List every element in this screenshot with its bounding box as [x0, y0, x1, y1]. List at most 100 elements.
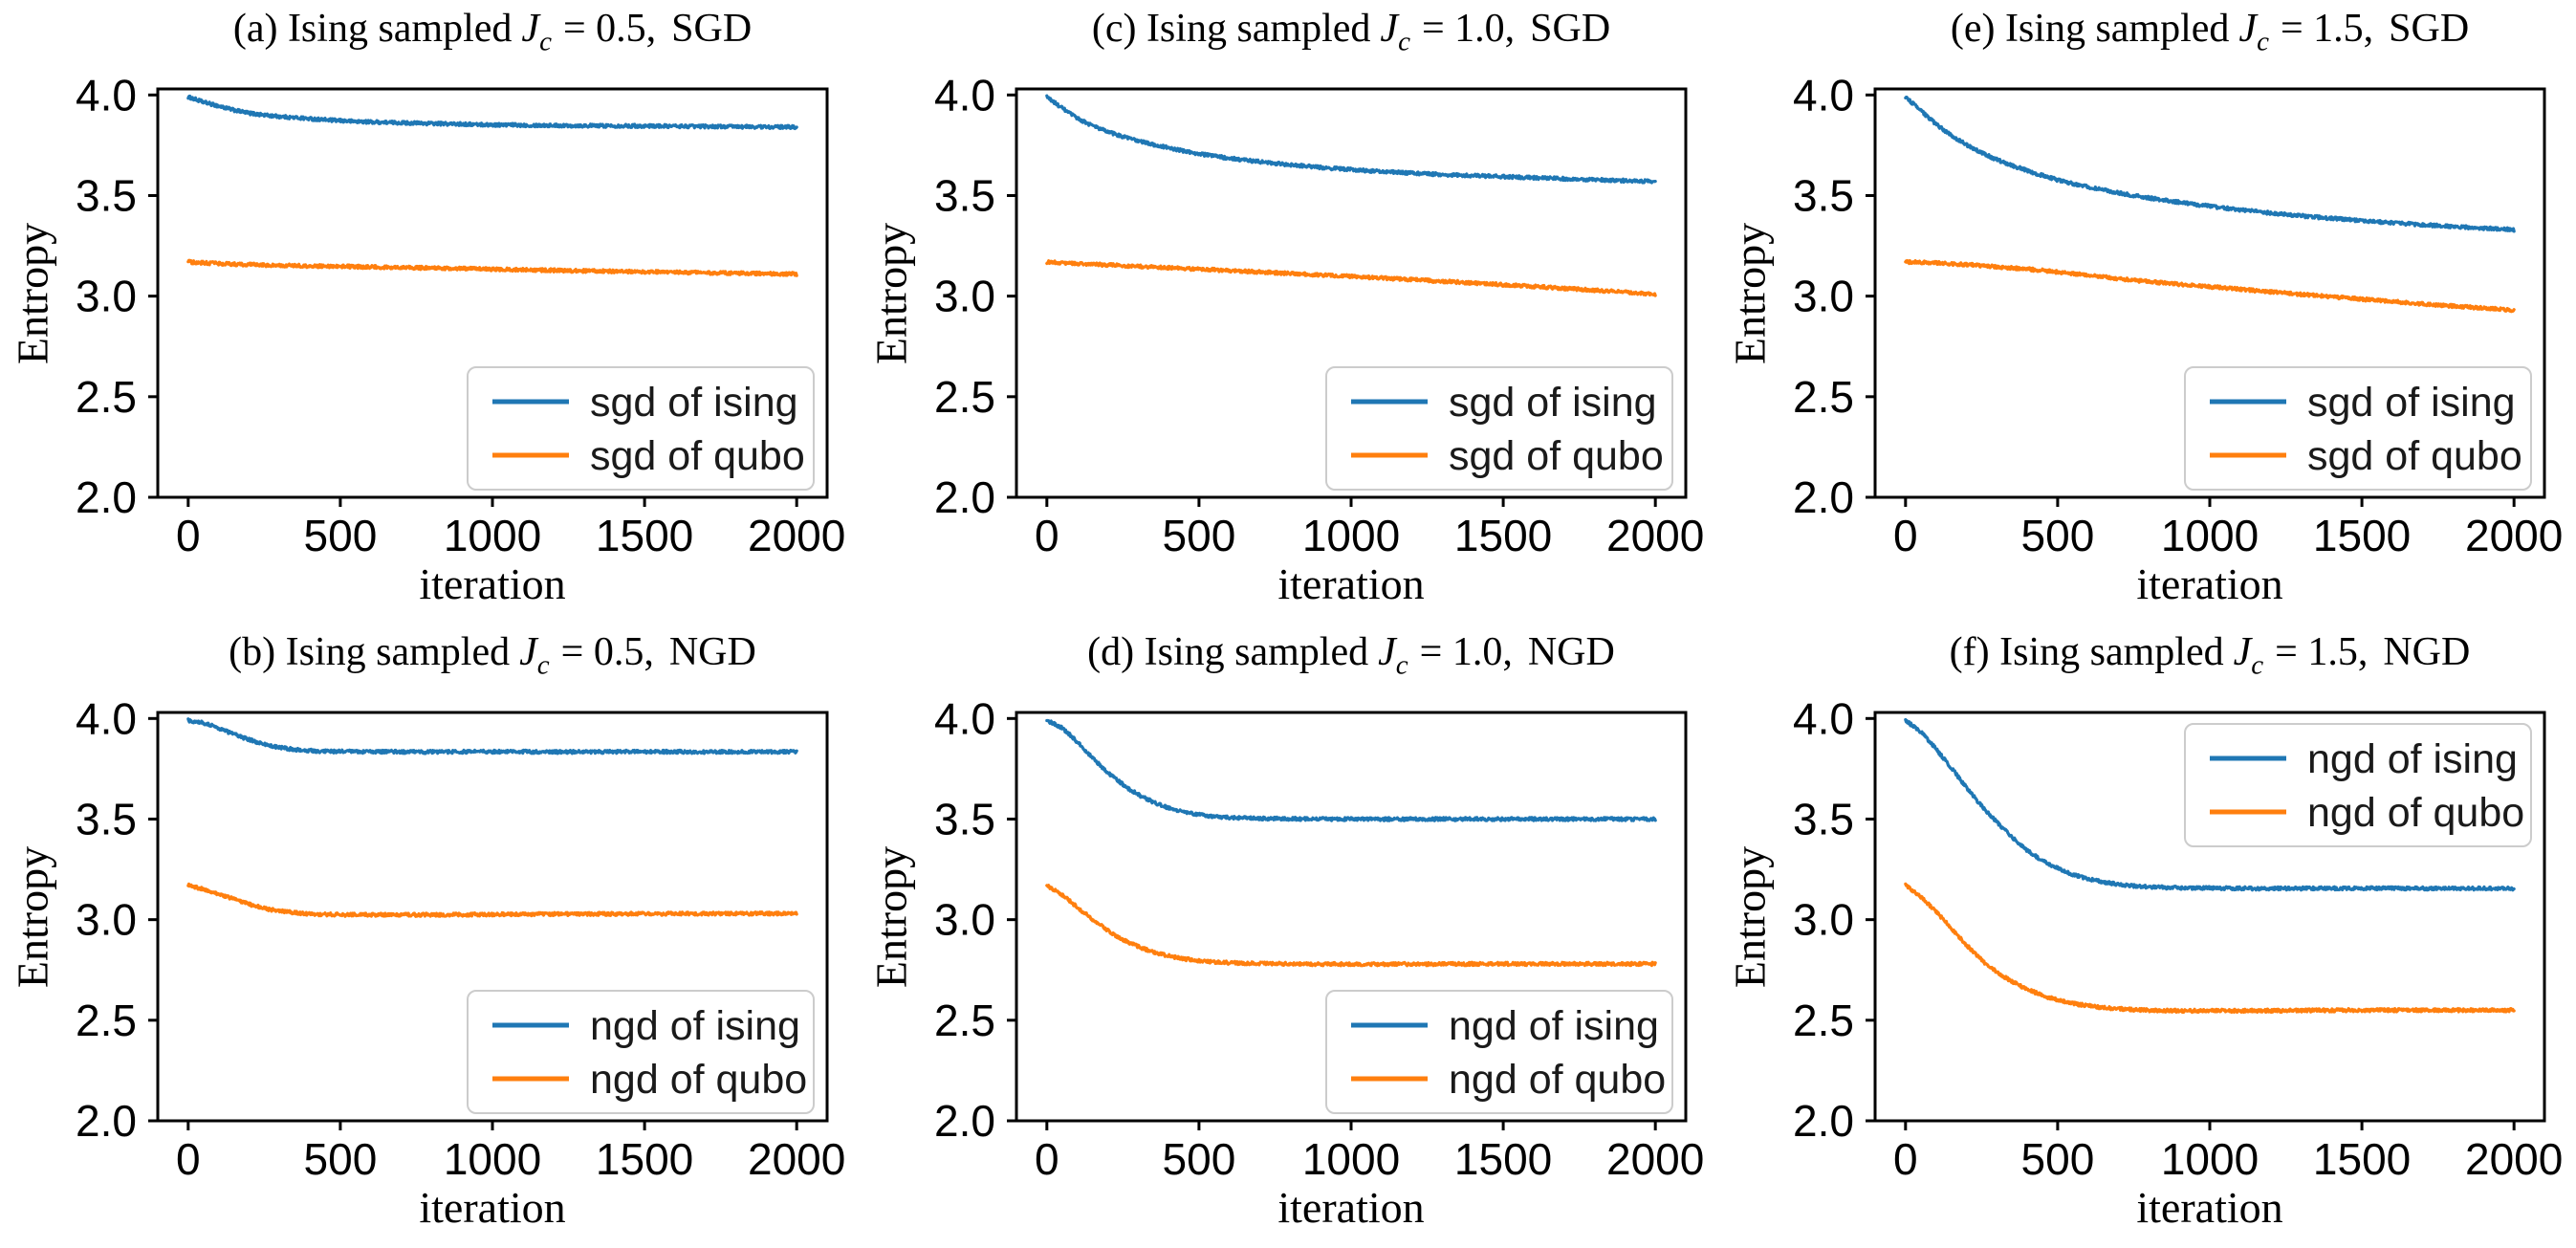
legend-box	[1325, 366, 1673, 491]
y-tick-label: 4.0	[934, 693, 995, 743]
title-prefix: (c) Ising sampled	[1091, 7, 1371, 51]
x-tick-label: 1000	[2161, 511, 2259, 560]
legend-box	[1325, 990, 1673, 1114]
x-tick-label: 0	[176, 1134, 201, 1184]
title-method: SGD	[1530, 7, 1611, 51]
legend-label: ngd of ising	[1449, 1003, 1659, 1049]
y-tick-label: 4.0	[76, 70, 137, 120]
title-jc-variable: J	[521, 7, 540, 51]
title-prefix: (b) Ising sampled	[229, 630, 511, 674]
title-jc-variable: J	[2238, 7, 2258, 51]
x-tick-label: 500	[304, 511, 378, 560]
legend: sgd of ising sgd of qubo	[2184, 366, 2532, 491]
x-tick-label: 2000	[2465, 1134, 2563, 1184]
x-tick-label: 2000	[1606, 511, 1704, 560]
x-tick-label: 1000	[444, 511, 541, 560]
plot-area-e: 0 500 1000 1500 2000 2.0 2.5 3.0 3.5 4.0 sgd of is…	[1793, 70, 2563, 560]
legend-label: ngd of ising	[2307, 736, 2518, 782]
x-tick-label: 1500	[1454, 511, 1552, 560]
y-tick-label: 2.5	[1793, 372, 1854, 422]
x-tick-label: 1000	[1302, 1134, 1400, 1184]
title-method: NGD	[668, 630, 756, 674]
x-tick-label: 1500	[596, 1134, 693, 1184]
x-tick-label: 1000	[444, 1134, 541, 1184]
x-axis-label: iteration	[1277, 559, 1425, 608]
legend: sgd of ising sgd of qubo	[467, 366, 815, 491]
y-tick-label: 2.5	[1793, 996, 1854, 1045]
x-tick-label: 1000	[1302, 511, 1400, 560]
title-jc-subscript: c	[2251, 649, 2264, 681]
y-tick-label: 3.5	[76, 794, 137, 843]
y-tick-label: 2.0	[1793, 1096, 1854, 1146]
y-tick-label: 3.5	[1793, 794, 1854, 843]
legend-box	[2184, 723, 2532, 847]
panel-f: (f) Ising sampled Jc = 1.5, NGD Entropy 0 50…	[1717, 624, 2576, 1247]
x-tick-label: 0	[1035, 511, 1059, 560]
title-jc-value: = 1.0,	[1419, 630, 1513, 674]
x-axis-label: iteration	[419, 559, 566, 608]
x-axis-label: iteration	[419, 1183, 566, 1232]
series-line-ngd-of-ising	[186, 717, 798, 755]
legend-label: ngd of ising	[590, 1003, 800, 1049]
title-prefix: (a) Ising sampled	[232, 7, 513, 51]
y-tick-label: 3.0	[934, 272, 995, 321]
series-line-ngd-of-ising	[1904, 717, 2516, 892]
plot-area-d: 0 500 1000 1500 2000 2.0 2.5 3.0 3.5 4.0 ngd of is…	[934, 693, 1704, 1184]
legend-label: sgd of qubo	[2307, 433, 2522, 479]
title-jc-variable: J	[519, 630, 537, 674]
x-tick-label: 500	[2021, 1134, 2095, 1184]
title-jc-subscript: c	[536, 649, 550, 681]
x-axis-label: iteration	[1277, 1183, 1425, 1232]
x-tick-label: 2000	[1606, 1134, 1704, 1184]
title-method: SGD	[2389, 7, 2470, 51]
legend-label: sgd of qubo	[590, 433, 805, 479]
x-tick-label: 1500	[596, 511, 693, 560]
y-tick-label: 3.5	[934, 794, 995, 843]
x-tick-label: 2000	[748, 1134, 845, 1184]
y-tick-label: 3.5	[934, 170, 995, 220]
y-tick-label: 3.0	[76, 272, 137, 321]
legend-box	[2184, 366, 2532, 491]
title-jc-value: = 1.5,	[2280, 7, 2374, 51]
panel-e: (e) Ising sampled Jc = 1.5, SGD Entropy 0 50…	[1717, 0, 2576, 624]
plot-area-a: 0 500 1000 1500 2000 2.0 2.5 3.0 3.5 4.0 sgd of is…	[76, 70, 845, 560]
y-tick-label: 4.0	[934, 70, 995, 120]
plot-area-f: 0 500 1000 1500 2000 2.0 2.5 3.0 3.5 4.0 ngd of is…	[1793, 693, 2563, 1184]
x-tick-label: 1500	[2313, 1134, 2411, 1184]
title-prefix: (d) Ising sampled	[1087, 630, 1369, 674]
series-line-sgd-of-qubo	[186, 258, 798, 277]
series-line-sgd-of-qubo	[1045, 259, 1657, 297]
y-tick-label: 2.0	[1793, 472, 1854, 522]
y-tick-label: 2.5	[76, 996, 137, 1045]
title-jc-subscript: c	[1395, 649, 1408, 681]
plot-area-b: 0 500 1000 1500 2000 2.0 2.5 3.0 3.5 4.0 ngd of is…	[76, 693, 845, 1184]
legend: ngd of ising ngd of qubo	[467, 990, 815, 1114]
y-tick-label: 4.0	[1793, 70, 1854, 120]
title-jc-variable: J	[2233, 630, 2252, 674]
panel-a: (a) Ising sampled Jc = 0.5, SGD Entropy 0 50…	[0, 0, 859, 624]
title-jc-value: = 0.5,	[560, 630, 654, 674]
series-line-sgd-of-qubo	[1904, 258, 2516, 314]
series-line-sgd-of-ising	[1904, 95, 2516, 233]
panel-c: (c) Ising sampled Jc = 1.0, SGD Entropy 0 50…	[859, 0, 1717, 624]
legend-box	[467, 366, 815, 491]
panel-b: (b) Ising sampled Jc = 0.5, NGD Entropy 0 50…	[0, 624, 859, 1247]
y-tick-label: 2.5	[934, 996, 995, 1045]
title-jc-value: = 1.0,	[1421, 7, 1516, 51]
panel-e-title: (e) Ising sampled Jc = 1.5, SGD	[1875, 6, 2544, 57]
legend: ngd of ising ngd of qubo	[2184, 723, 2532, 847]
title-jc-subscript: c	[2257, 26, 2269, 57]
x-tick-label: 500	[2021, 511, 2095, 560]
title-method: NGD	[2383, 630, 2471, 674]
title-jc-subscript: c	[539, 26, 552, 57]
y-tick-label: 2.0	[934, 472, 995, 522]
legend-label: sgd of ising	[590, 380, 798, 426]
panel-d: (d) Ising sampled Jc = 1.0, NGD Entropy 0 50…	[859, 624, 1717, 1247]
legend-label: ngd of qubo	[1449, 1057, 1666, 1103]
y-tick-label: 4.0	[1793, 693, 1854, 743]
legend-label: sgd of qubo	[1449, 433, 1664, 479]
y-tick-label: 2.0	[934, 1096, 995, 1146]
x-tick-label: 0	[1893, 1134, 1918, 1184]
x-axis-label: iteration	[2136, 1183, 2283, 1232]
